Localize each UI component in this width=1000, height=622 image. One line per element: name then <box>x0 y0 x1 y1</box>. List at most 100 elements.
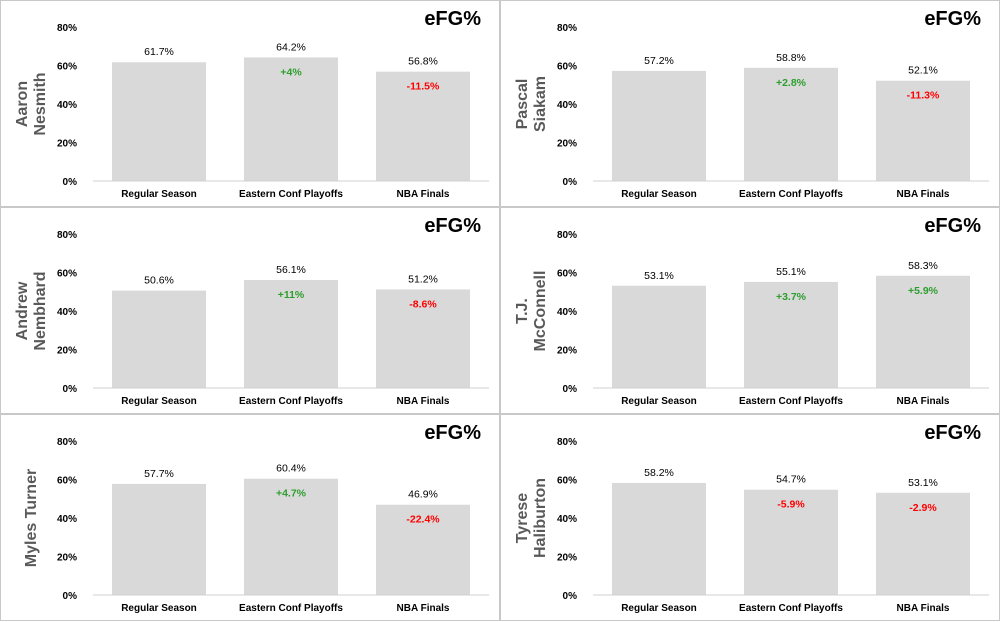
value-label: 56.8% <box>408 56 438 68</box>
bar <box>612 70 706 181</box>
y-tick-label: 20% <box>57 553 77 564</box>
category-label: NBA Finals <box>397 189 450 200</box>
player-name: TyreseHaliburton <box>514 478 549 558</box>
chart-title: eFG% <box>424 422 481 444</box>
y-tick-label: 80% <box>557 23 577 34</box>
y-tick-label: 60% <box>557 62 577 73</box>
value-label: 46.9% <box>408 489 438 501</box>
value-label: 56.1% <box>276 264 306 276</box>
category-label: Regular Season <box>621 603 697 614</box>
bar <box>744 281 838 388</box>
category-label: Eastern Conf Playoffs <box>239 189 343 200</box>
category-label: NBA Finals <box>397 603 450 614</box>
chart-title: eFG% <box>424 215 481 237</box>
y-tick-label: 20% <box>557 346 577 357</box>
category-label: Regular Season <box>621 396 697 407</box>
change-label: +5.9% <box>908 285 939 297</box>
value-label: 53.1% <box>644 270 674 282</box>
bar <box>876 492 970 595</box>
y-tick-label: 0% <box>563 177 578 188</box>
y-tick-label: 40% <box>557 100 577 111</box>
value-label: 64.2% <box>276 41 306 53</box>
y-tick-label: 60% <box>57 476 77 487</box>
category-label: Regular Season <box>121 189 197 200</box>
category-label: Eastern Conf Playoffs <box>739 396 843 407</box>
chart-title: eFG% <box>424 8 481 30</box>
category-label: NBA Finals <box>897 396 950 407</box>
change-label: -2.9% <box>909 502 937 514</box>
bar <box>112 290 206 388</box>
y-tick-label: 40% <box>57 307 77 318</box>
change-label: +4% <box>280 66 302 78</box>
y-tick-label: 80% <box>57 437 77 448</box>
bar <box>744 489 838 595</box>
value-label: 53.1% <box>908 477 938 489</box>
bar <box>376 71 470 181</box>
bar <box>612 482 706 595</box>
chart-panel: eFG% TyreseHaliburton 0% 20% 40% 60% 80% 58.2% R… <box>500 414 1000 621</box>
change-label: +3.7% <box>776 291 807 303</box>
bar-chart: eFG% TyreseHaliburton 0% 20% 40% 60% 80% 58.2% R… <box>514 422 989 614</box>
category-label: NBA Finals <box>397 396 450 407</box>
bar-chart: eFG% Myles Turner 0% 20% 40% 60% 80% 57.7% Regul… <box>23 422 489 614</box>
category-label: NBA Finals <box>897 603 950 614</box>
bar <box>376 289 470 388</box>
chart-title: eFG% <box>924 215 981 237</box>
category-label: NBA Finals <box>897 189 950 200</box>
bar <box>376 504 470 595</box>
change-label: -5.9% <box>777 499 805 511</box>
chart-panel: eFG% Myles Turner 0% 20% 40% 60% 80% 57.7% Regul… <box>0 414 500 621</box>
y-tick-label: 60% <box>57 269 77 280</box>
y-tick-label: 80% <box>557 230 577 241</box>
category-label: Regular Season <box>621 189 697 200</box>
bar <box>876 80 970 181</box>
change-label: -22.4% <box>406 514 440 526</box>
y-tick-label: 20% <box>57 139 77 150</box>
chart-panel: eFG% T.J.McConnell 0% 20% 40% 60% 80% 53.1% Regu… <box>500 207 1000 414</box>
change-label: +4.7% <box>276 488 307 500</box>
player-name: AaronNesmith <box>14 72 49 135</box>
y-tick-label: 20% <box>557 553 577 564</box>
bar-chart: eFG% T.J.McConnell 0% 20% 40% 60% 80% 53.1% Regu… <box>514 215 989 407</box>
player-name: T.J.McConnell <box>514 271 549 352</box>
category-label: Eastern Conf Playoffs <box>739 189 843 200</box>
bar <box>744 67 838 181</box>
y-tick-label: 20% <box>557 139 577 150</box>
y-tick-label: 40% <box>57 514 77 525</box>
y-tick-label: 0% <box>563 591 578 602</box>
category-label: Eastern Conf Playoffs <box>239 603 343 614</box>
y-tick-label: 40% <box>57 100 77 111</box>
chart-panel: eFG% AaronNesmith 0% 20% 40% 60% 80% 61.7% Regul… <box>0 0 500 207</box>
bar-chart: eFG% AndrewNembhard 0% 20% 40% 60% 80% 50.6% Reg… <box>14 215 489 407</box>
value-label: 58.2% <box>644 467 674 479</box>
value-label: 50.6% <box>144 275 174 287</box>
change-label: +2.8% <box>776 77 807 89</box>
bar-chart: eFG% AaronNesmith 0% 20% 40% 60% 80% 61.7% Regul… <box>14 8 489 200</box>
value-label: 55.1% <box>776 266 806 278</box>
value-label: 60.4% <box>276 463 306 475</box>
chart-title: eFG% <box>924 8 981 30</box>
chart-title: eFG% <box>924 422 981 444</box>
bar <box>876 275 970 388</box>
value-label: 58.8% <box>776 52 806 64</box>
player-name: AndrewNembhard <box>14 271 49 350</box>
chart-panel: eFG% PascalSiakam 0% 20% 40% 60% 80% 57.2% Regul… <box>500 0 1000 207</box>
y-tick-label: 80% <box>557 437 577 448</box>
y-tick-label: 0% <box>63 384 78 395</box>
change-label: -8.6% <box>409 298 437 310</box>
y-tick-label: 40% <box>557 514 577 525</box>
category-label: Regular Season <box>121 396 197 407</box>
change-label: -11.3% <box>907 90 940 102</box>
category-label: Regular Season <box>121 603 197 614</box>
y-tick-label: 80% <box>57 23 77 34</box>
y-tick-label: 40% <box>557 307 577 318</box>
y-tick-label: 20% <box>57 346 77 357</box>
bar <box>612 285 706 388</box>
bar-chart: eFG% PascalSiakam 0% 20% 40% 60% 80% 57.2% Regul… <box>514 8 989 200</box>
value-label: 61.7% <box>144 46 174 58</box>
value-label: 57.7% <box>144 468 174 480</box>
value-label: 51.2% <box>408 273 438 285</box>
bar <box>112 483 206 595</box>
bar <box>244 280 338 388</box>
